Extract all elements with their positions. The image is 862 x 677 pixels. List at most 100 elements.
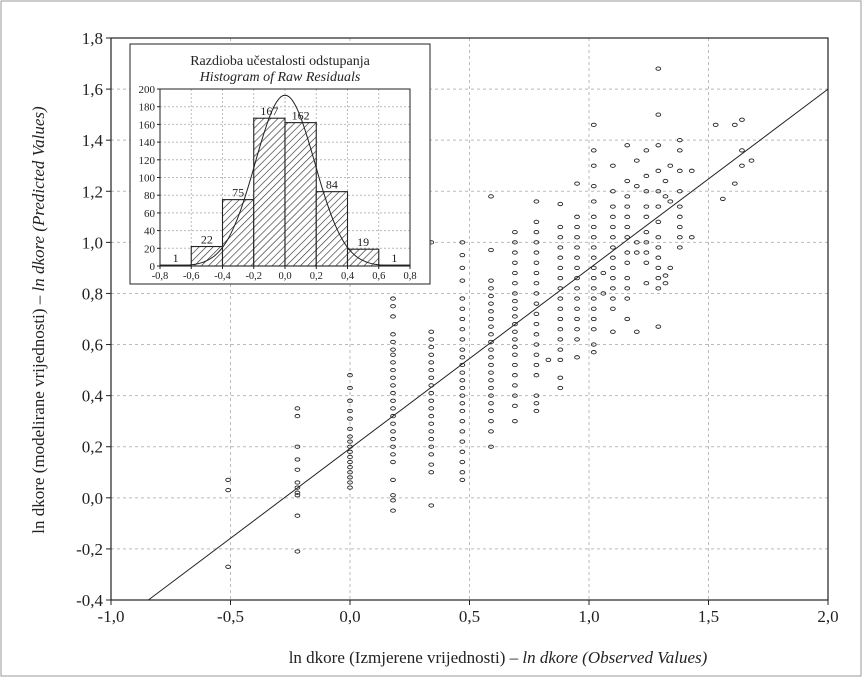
data-point (488, 301, 494, 306)
y-tick-label: 1,8 (82, 29, 103, 48)
data-point (557, 385, 564, 391)
data-point (428, 452, 435, 457)
data-point (512, 344, 518, 350)
data-point (488, 444, 494, 449)
data-point (488, 347, 494, 352)
histogram-bar (346, 248, 380, 267)
data-point (574, 337, 580, 342)
data-point (590, 296, 597, 301)
data-point (655, 255, 662, 260)
y-tick-label: 0,2 (82, 438, 103, 457)
data-point (512, 383, 518, 388)
data-point (390, 444, 396, 449)
data-point (459, 252, 466, 258)
data-point (488, 355, 494, 360)
data-point (557, 265, 564, 271)
data-point (390, 436, 396, 442)
data-point (488, 370, 494, 375)
data-point (459, 347, 466, 352)
data-point (557, 224, 564, 230)
data-point (624, 178, 631, 184)
data-point (590, 214, 597, 219)
data-point (390, 493, 396, 498)
data-point (512, 240, 518, 245)
data-point (676, 189, 683, 194)
data-point (225, 477, 231, 483)
data-point (390, 314, 396, 319)
data-point (488, 332, 494, 337)
data-point (557, 337, 564, 342)
data-point (459, 278, 466, 283)
histogram-bar (190, 245, 224, 267)
regression-line (148, 88, 829, 601)
data-point (488, 316, 494, 322)
data-point (688, 235, 695, 240)
data-point (459, 337, 466, 342)
y-axis-label: ln dkore (modelirane vrijednosti) – ln d… (29, 106, 48, 534)
data-point (545, 357, 552, 363)
data-point (428, 462, 435, 467)
histogram-y-tick-label: 60 (144, 208, 156, 220)
data-point (347, 459, 353, 465)
data-point (590, 235, 597, 240)
data-point (533, 291, 540, 296)
data-point (294, 444, 301, 449)
data-point (590, 306, 597, 311)
data-point (590, 275, 597, 281)
data-point (633, 250, 640, 255)
data-point (294, 490, 301, 495)
data-point (428, 398, 435, 403)
data-point (459, 408, 466, 414)
data-point (574, 306, 580, 311)
data-point (533, 219, 540, 225)
histogram-x-tick-label: -0,2 (245, 271, 262, 282)
data-point (390, 352, 396, 357)
data-point (655, 219, 662, 225)
data-point (557, 375, 564, 380)
data-point (347, 385, 353, 391)
data-point (428, 503, 435, 508)
y-tick-label: 1,4 (82, 131, 104, 150)
data-point (533, 352, 540, 357)
data-point (428, 390, 435, 396)
data-point (390, 508, 396, 513)
histogram-y-tick-label: 160 (139, 119, 156, 131)
data-point (347, 408, 353, 414)
y-tick-label: -0,4 (76, 591, 103, 610)
data-point (590, 342, 597, 347)
data-point (574, 316, 580, 322)
data-point (294, 457, 301, 462)
data-point (294, 513, 301, 518)
data-point (610, 265, 616, 271)
scatter-gridlines (111, 38, 828, 600)
histogram-x-ticks: -0,8 -0,6 -0,4 -0,2 0,0 0,2 0,4 0,6 0,8 (152, 266, 417, 282)
y-tick-label: -0,2 (76, 540, 103, 559)
data-point (574, 214, 580, 219)
data-point (347, 485, 353, 490)
histogram-y-tick-label: 100 (139, 173, 156, 185)
data-point (533, 301, 540, 306)
data-point (390, 429, 396, 434)
data-point (294, 406, 301, 411)
data-point (428, 360, 435, 365)
data-point (590, 224, 597, 230)
y-axis-label-english: ln dkore (Predicted Values) (29, 106, 48, 292)
data-point (624, 204, 631, 209)
data-point (610, 235, 616, 240)
data-point (676, 245, 683, 250)
data-point (574, 245, 580, 250)
histogram-y-tick-label: 20 (144, 243, 156, 255)
data-point (610, 306, 616, 311)
data-point (459, 439, 466, 444)
data-point (557, 201, 564, 207)
histogram-x-tick-label: 0,0 (278, 271, 291, 282)
data-point (512, 306, 518, 311)
data-point (390, 304, 396, 309)
histogram-x-tick-label: -0,4 (214, 271, 231, 282)
data-point (459, 316, 466, 322)
data-point (600, 291, 607, 296)
data-point (428, 444, 435, 449)
data-point (347, 426, 353, 431)
data-point (428, 329, 435, 334)
data-point (676, 204, 683, 209)
